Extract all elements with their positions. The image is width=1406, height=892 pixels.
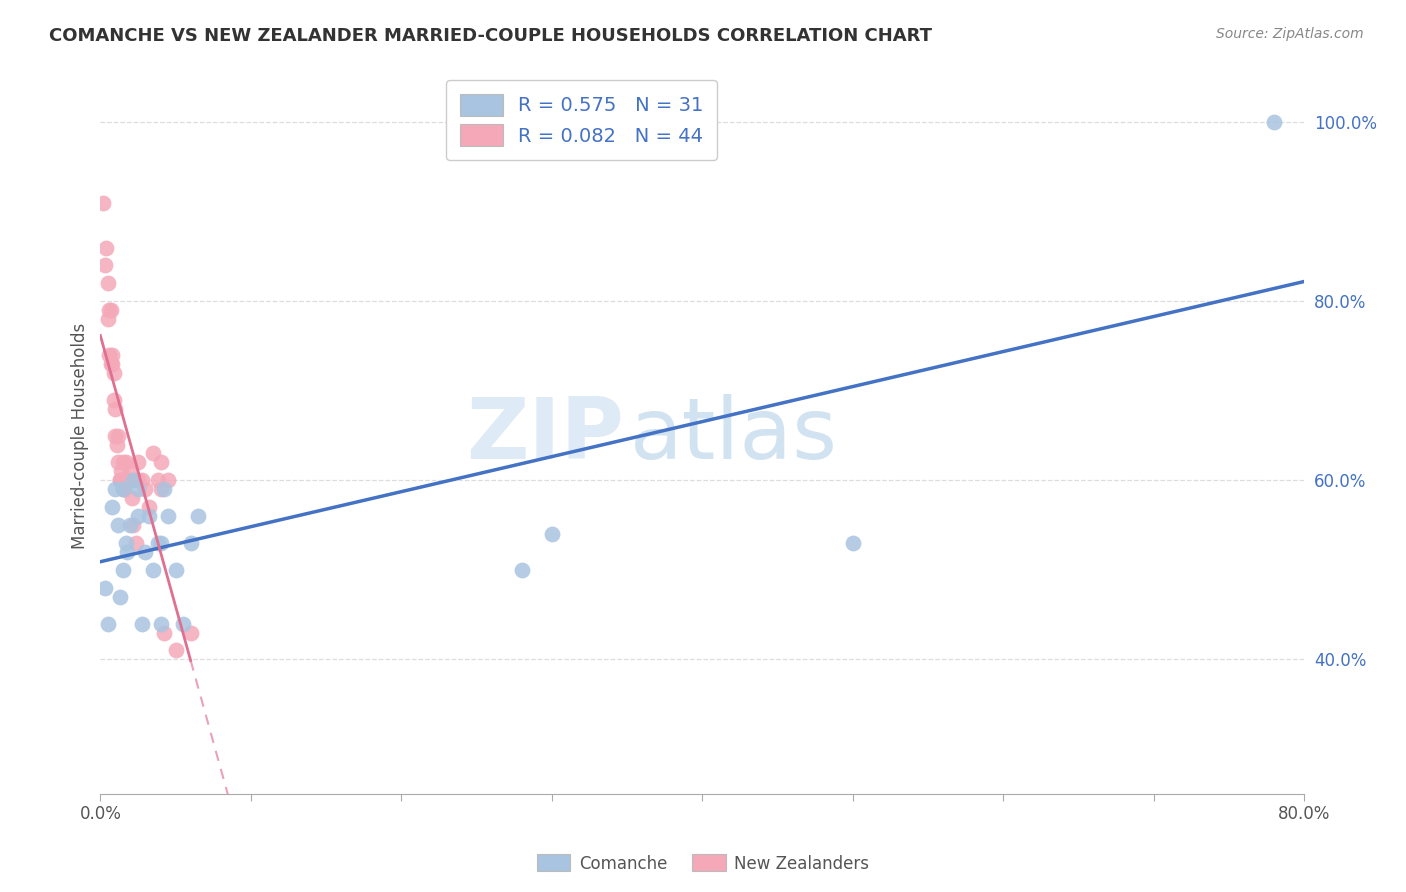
Point <box>101 357 124 371</box>
Point <box>1263 115 1285 129</box>
Point <box>131 473 153 487</box>
Point <box>111 483 134 497</box>
Point <box>111 483 134 497</box>
Point <box>94 581 117 595</box>
Point <box>104 483 127 497</box>
Point <box>180 625 202 640</box>
Point <box>107 428 129 442</box>
Point <box>118 473 141 487</box>
Text: COMANCHE VS NEW ZEALANDER MARRIED-COUPLE HOUSEHOLDS CORRELATION CHART: COMANCHE VS NEW ZEALANDER MARRIED-COUPLE… <box>49 27 932 45</box>
Point <box>115 455 138 469</box>
Point <box>138 509 160 524</box>
Point <box>127 455 149 469</box>
Point <box>100 357 122 371</box>
Legend: R = 0.575   N = 31, R = 0.082   N = 44: R = 0.575 N = 31, R = 0.082 N = 44 <box>447 80 717 160</box>
Point <box>93 195 115 210</box>
Point <box>149 616 172 631</box>
Point <box>110 464 132 478</box>
Point <box>97 616 120 631</box>
Point <box>97 312 120 326</box>
Point <box>100 303 122 318</box>
Point <box>117 545 139 559</box>
Point <box>149 455 172 469</box>
Point <box>120 464 142 478</box>
Point <box>510 563 533 577</box>
Point <box>142 563 165 577</box>
Point <box>103 366 125 380</box>
Point <box>142 446 165 460</box>
Point <box>134 483 156 497</box>
Point <box>121 491 143 506</box>
Point <box>107 518 129 533</box>
Point <box>122 518 145 533</box>
Point <box>120 518 142 533</box>
Point <box>101 348 124 362</box>
Point <box>149 483 172 497</box>
Point <box>98 303 121 318</box>
Point <box>127 483 149 497</box>
Point <box>157 473 180 487</box>
Point <box>149 536 172 550</box>
Point <box>103 392 125 407</box>
Point <box>105 437 128 451</box>
Point <box>111 455 134 469</box>
Point <box>152 483 174 497</box>
Point <box>187 509 209 524</box>
Point <box>146 473 169 487</box>
Point <box>104 401 127 416</box>
Point <box>152 625 174 640</box>
Point <box>96 241 118 255</box>
Point <box>127 473 149 487</box>
Point <box>117 473 139 487</box>
Point <box>172 616 194 631</box>
Point <box>115 536 138 550</box>
Point <box>138 500 160 515</box>
Point <box>146 536 169 550</box>
Point <box>107 455 129 469</box>
Point <box>108 473 131 487</box>
Point <box>94 259 117 273</box>
Point <box>131 616 153 631</box>
Point <box>157 509 180 524</box>
Point <box>108 590 131 604</box>
Point <box>134 545 156 559</box>
Point <box>101 500 124 515</box>
Point <box>104 428 127 442</box>
Text: Source: ZipAtlas.com: Source: ZipAtlas.com <box>1216 27 1364 41</box>
Point <box>122 473 145 487</box>
Point <box>165 563 187 577</box>
Point <box>127 509 149 524</box>
Point <box>98 348 121 362</box>
Point <box>180 536 202 550</box>
Legend: Comanche, New Zealanders: Comanche, New Zealanders <box>530 847 876 880</box>
Point <box>540 527 562 541</box>
Point <box>842 536 865 550</box>
Point <box>165 643 187 657</box>
Text: ZIP: ZIP <box>467 394 624 477</box>
Y-axis label: Married-couple Households: Married-couple Households <box>72 322 89 549</box>
Text: atlas: atlas <box>630 394 838 477</box>
Point <box>97 277 120 291</box>
Point <box>111 563 134 577</box>
Point <box>125 536 148 550</box>
Point <box>112 483 135 497</box>
Point <box>108 473 131 487</box>
